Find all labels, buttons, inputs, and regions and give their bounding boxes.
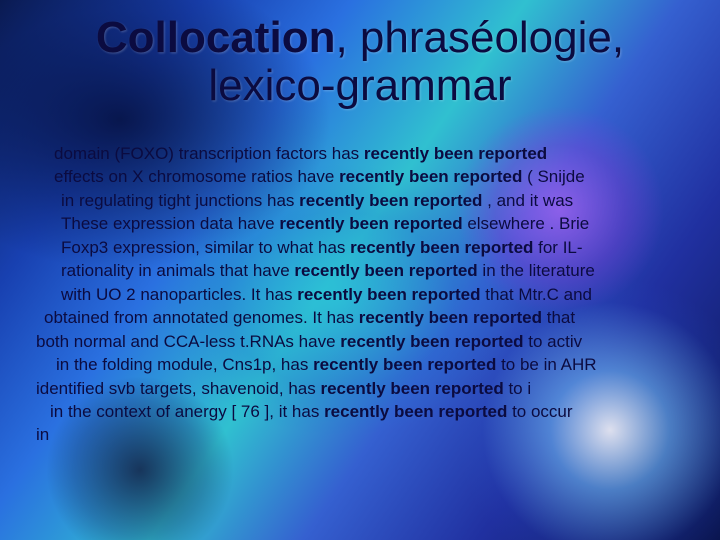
body-line: in: [36, 423, 692, 446]
line-pre: with UO 2 nanoparticles. It has: [61, 285, 297, 304]
line-bold: recently been reported: [279, 214, 462, 233]
line-post: in the literature: [478, 261, 595, 280]
line-pre: in the folding module, Cns1p, has: [56, 355, 313, 374]
slide-body: domain (FOXO) transcription factors has …: [36, 142, 692, 447]
line-post: to occur: [507, 402, 572, 421]
line-pre: in the context of anergy [ 76 ], it has: [50, 402, 324, 421]
slide-title: Collocation, phraséologie, lexico-gramma…: [0, 14, 720, 109]
line-bold: recently been reported: [340, 332, 523, 351]
body-line: in regulating tight junctions has recent…: [36, 189, 692, 212]
line-post: to activ: [524, 332, 583, 351]
body-line: obtained from annotated genomes. It has …: [36, 306, 692, 329]
line-bold: recently been reported: [324, 402, 507, 421]
line-post: ( Snijde: [522, 167, 584, 186]
body-line: with UO 2 nanoparticles. It has recently…: [36, 283, 692, 306]
body-line: in the folding module, Cns1p, has recent…: [36, 353, 692, 376]
line-post: to be in AHR: [496, 355, 596, 374]
line-post: , and it was: [482, 191, 573, 210]
line-pre: rationality in animals that have: [61, 261, 294, 280]
line-post: that Mtr.C and: [481, 285, 593, 304]
body-line: domain (FOXO) transcription factors has …: [36, 142, 692, 165]
line-bold: recently been reported: [339, 167, 522, 186]
line-post: to i: [504, 379, 531, 398]
body-line: both normal and CCA-less t.RNAs have rec…: [36, 330, 692, 353]
line-pre: effects on X chromosome ratios have: [54, 167, 339, 186]
line-pre: obtained from annotated genomes. It has: [44, 308, 359, 327]
body-line: Foxp3 expression, similar to what has re…: [36, 236, 692, 259]
title-reg1: , phraséologie,: [335, 13, 624, 62]
line-pre: both normal and CCA-less t.RNAs have: [36, 332, 340, 351]
body-line: These expression data have recently been…: [36, 212, 692, 235]
line-post: that: [542, 308, 575, 327]
line-bold: recently been reported: [359, 308, 542, 327]
body-line: rationality in animals that have recentl…: [36, 259, 692, 282]
line-post: for IL-: [533, 238, 582, 257]
body-line: identified svb targets, shavenoid, has r…: [36, 377, 692, 400]
line-pre: identified svb targets, shavenoid, has: [36, 379, 320, 398]
line-bold: recently been reported: [299, 191, 482, 210]
line-bold: recently been reported: [297, 285, 480, 304]
line-pre: domain (FOXO) transcription factors has: [54, 144, 364, 163]
line-bold: recently been reported: [364, 144, 547, 163]
line-bold: recently been reported: [350, 238, 533, 257]
slide-container: Collocation, phraséologie, lexico-gramma…: [0, 0, 720, 540]
title-reg2: lexico-grammar: [208, 61, 511, 110]
line-bold: recently been reported: [294, 261, 477, 280]
line-pre: in regulating tight junctions has: [61, 191, 299, 210]
line-post: elsewhere . Brie: [463, 214, 590, 233]
line-pre: These expression data have: [61, 214, 279, 233]
body-line: effects on X chromosome ratios have rece…: [36, 165, 692, 188]
line-bold: recently been reported: [320, 379, 503, 398]
line-pre: in: [36, 425, 49, 444]
line-pre: Foxp3 expression, similar to what has: [61, 238, 350, 257]
line-bold: recently been reported: [313, 355, 496, 374]
title-bold: Collocation: [96, 13, 336, 62]
body-line: in the context of anergy [ 76 ], it has …: [36, 400, 692, 423]
